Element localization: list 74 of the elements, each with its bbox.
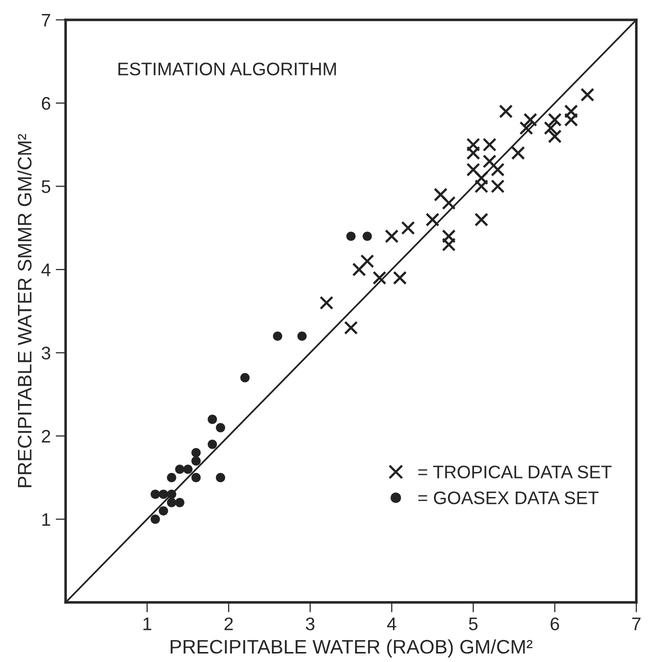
y-tick-label: 7 xyxy=(42,14,50,26)
point xyxy=(442,238,456,252)
point xyxy=(297,331,307,341)
y-tick-label: 1 xyxy=(42,513,50,526)
point xyxy=(564,104,578,118)
x-tick-label: 2 xyxy=(224,617,233,630)
point xyxy=(175,464,184,474)
x-tick-label: 6 xyxy=(550,617,560,630)
point xyxy=(346,232,356,241)
point xyxy=(175,498,184,508)
point xyxy=(183,464,193,474)
point xyxy=(519,121,534,135)
point xyxy=(191,456,201,466)
y-tick-label: 6 xyxy=(42,97,50,110)
point xyxy=(442,196,456,210)
point xyxy=(362,232,372,241)
point xyxy=(426,212,440,227)
point xyxy=(392,270,407,285)
point xyxy=(580,88,594,102)
point xyxy=(320,296,334,310)
point xyxy=(548,112,562,127)
y-tick-label: 2 xyxy=(42,430,50,443)
point xyxy=(474,171,488,185)
point xyxy=(442,229,456,244)
point xyxy=(150,514,160,524)
point xyxy=(158,506,168,516)
point xyxy=(564,112,578,127)
point xyxy=(352,262,366,276)
point xyxy=(511,146,526,160)
x-tick-label: 5 xyxy=(468,618,478,630)
point xyxy=(191,472,201,482)
point xyxy=(158,490,168,499)
point xyxy=(466,146,480,160)
point xyxy=(272,331,282,341)
point xyxy=(466,138,480,152)
legend-label: = TROPICAL DATA SET xyxy=(418,466,612,478)
y-axis-title: PRECIPITABLE WATER SMMR GM/CM² xyxy=(17,134,32,488)
point xyxy=(191,448,201,458)
point xyxy=(490,162,505,177)
x-tick-label: 4 xyxy=(387,618,396,630)
point xyxy=(401,220,415,235)
point xyxy=(498,104,513,118)
y-tick-label: 4 xyxy=(41,264,50,276)
legend-label: = GOASEX DATA SET xyxy=(418,491,599,504)
point xyxy=(523,112,538,127)
point xyxy=(482,154,496,168)
point xyxy=(240,373,250,382)
point xyxy=(548,129,562,144)
point xyxy=(216,472,226,482)
point xyxy=(474,212,488,227)
point xyxy=(208,414,218,424)
y-tick-label: 3 xyxy=(42,346,50,360)
y-tick-label: 5 xyxy=(42,180,50,194)
point xyxy=(150,490,160,499)
point xyxy=(466,162,480,177)
x-axis-title: PRECIPITABLE WATER (RAOB) GM/CM² xyxy=(170,639,532,658)
point xyxy=(208,440,218,449)
point xyxy=(482,138,496,152)
point xyxy=(372,270,386,285)
x-tick-label: 1 xyxy=(143,618,152,630)
point xyxy=(216,422,226,432)
point xyxy=(360,254,374,268)
point xyxy=(474,179,488,194)
point xyxy=(166,490,176,499)
point xyxy=(384,229,399,244)
point xyxy=(544,121,558,135)
annotation: ESTIMATION ALGORITHM xyxy=(118,62,336,76)
point xyxy=(166,472,176,482)
point xyxy=(434,188,448,202)
point xyxy=(344,320,358,335)
x-tick-label: 7 xyxy=(632,618,640,630)
point xyxy=(166,498,176,508)
x-tick-label: 3 xyxy=(306,617,314,630)
point xyxy=(490,179,505,194)
